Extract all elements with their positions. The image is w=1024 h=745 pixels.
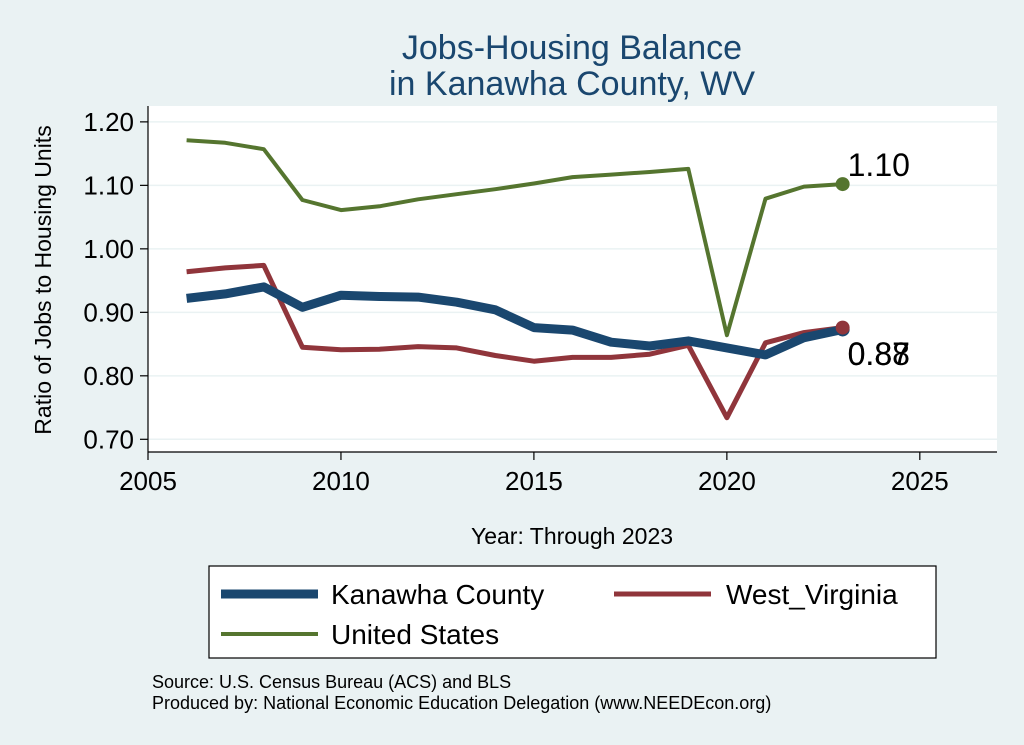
x-tick-label: 2020 xyxy=(698,466,756,496)
series-lines xyxy=(186,138,844,421)
legend-label-west-virginia: West_Virginia xyxy=(726,579,898,610)
axes xyxy=(140,106,997,460)
tick-labels: 0.70 0.80 0.90 1.00 1.10 1.20 2005 2010 2015 2020… xyxy=(83,107,948,496)
x-axis-title: Year: Through 2023 xyxy=(471,523,673,549)
end-marker-united-states xyxy=(835,177,850,192)
legend-label-kanawha-county: Kanawha County xyxy=(331,579,544,610)
produced-by-note: Produced by: National Economic Education… xyxy=(152,693,771,713)
x-tick-label: 2005 xyxy=(119,466,177,496)
series-line-united-states xyxy=(186,138,843,338)
legend-label-united-states: United States xyxy=(331,619,499,650)
gridlines xyxy=(148,121,997,441)
legend-box xyxy=(208,565,937,659)
source-note: Source: U.S. Census Bureau (ACS) and BLS xyxy=(152,672,511,692)
end-marker-west-virginia xyxy=(835,320,850,335)
series-line-west-virginia xyxy=(186,262,843,421)
x-tick-label: 2025 xyxy=(891,466,949,496)
y-tick-label: 0.90 xyxy=(83,297,134,327)
end-markers: 1.10 0.870.88 xyxy=(835,147,910,372)
end-label-west-virginia: 0.88 xyxy=(848,336,910,372)
y-tick-label: 0.80 xyxy=(83,361,134,391)
y-tick-label: 1.00 xyxy=(83,234,134,264)
plot-area xyxy=(148,106,997,452)
chart-title-line-2: in Kanawha County, WV xyxy=(389,65,755,103)
y-tick-label: 1.10 xyxy=(83,170,134,200)
y-tick-label: 0.70 xyxy=(83,424,134,454)
x-tick-label: 2015 xyxy=(505,466,563,496)
chart-title-line-1: Jobs-Housing Balance xyxy=(402,29,742,67)
legend: Kanawha County West_Virginia United States xyxy=(221,579,898,650)
end-label-united-states: 1.10 xyxy=(848,147,910,183)
y-axis-title: Ratio of Jobs to Housing Units xyxy=(30,125,56,434)
end-label-kanawha-county: 0.87 xyxy=(848,336,910,372)
y-tick-label: 1.20 xyxy=(83,107,134,137)
series-line-kanawha-county xyxy=(186,282,844,360)
x-tick-label: 2010 xyxy=(312,466,370,496)
